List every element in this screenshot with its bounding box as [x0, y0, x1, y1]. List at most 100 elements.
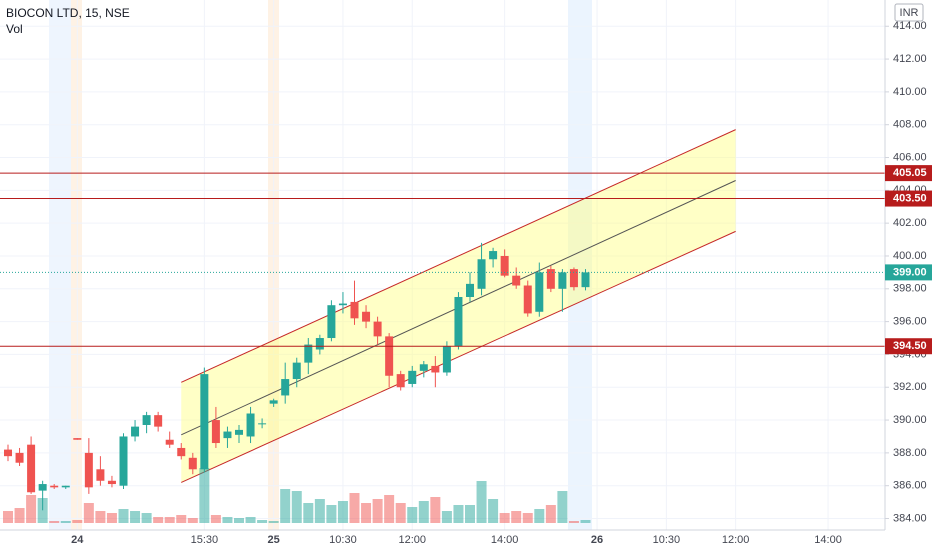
volume-bar — [476, 481, 487, 523]
volume-bar — [418, 501, 429, 523]
x-tick-label: 10:30 — [329, 534, 357, 546]
candle-body — [4, 449, 12, 457]
volume-bar — [153, 517, 164, 523]
volume-bar — [522, 513, 533, 523]
candle-body — [281, 379, 290, 396]
candle-body — [119, 436, 128, 486]
volume-bar — [95, 511, 106, 523]
volume-bar — [384, 495, 395, 523]
volume-bar — [326, 505, 337, 523]
y-tick-label: 412.00 — [893, 53, 927, 65]
volume-bar — [430, 497, 441, 523]
volume-bar — [257, 520, 268, 523]
y-tick-label: 414.00 — [893, 20, 927, 32]
volume-bar — [580, 520, 591, 523]
y-tick-label: 388.00 — [893, 447, 927, 459]
volume-bar — [3, 511, 13, 523]
session-highlight — [71, 0, 82, 530]
candle-body — [315, 338, 324, 350]
candle-body — [84, 452, 93, 488]
volume-bar — [141, 513, 152, 523]
y-tick-label: 386.00 — [893, 480, 927, 492]
candle-body — [396, 374, 405, 388]
x-tick-label: 12:00 — [398, 534, 426, 546]
y-tick-label: 402.00 — [893, 217, 927, 229]
price-tag-label: 403.50 — [893, 192, 927, 204]
price-tag-label: 399.00 — [893, 266, 927, 278]
session-highlight — [49, 0, 71, 530]
y-tick-label: 396.00 — [893, 316, 927, 328]
candle-body — [188, 457, 197, 470]
price-tag — [885, 190, 932, 207]
volume-bar — [499, 513, 510, 523]
candle-body — [558, 272, 567, 289]
candle-body — [107, 480, 116, 485]
volume-bar — [568, 521, 579, 523]
candle-body — [350, 301, 359, 319]
x-tick-label: 26 — [591, 534, 603, 546]
candle-body — [131, 426, 140, 437]
candle-body — [177, 447, 186, 457]
price-tag-label: 405.05 — [893, 167, 927, 179]
candle-body — [535, 272, 544, 312]
volume-bar — [60, 521, 71, 523]
candle-body — [569, 269, 578, 288]
candle-body — [304, 344, 313, 363]
channel-upper — [181, 129, 736, 383]
volume-bar — [83, 503, 94, 523]
currency-button[interactable] — [894, 3, 924, 22]
candle-body — [38, 484, 47, 491]
volume-bar — [222, 517, 233, 523]
x-tick-label: 25 — [268, 534, 280, 546]
chart-title: BIOCON LTD, 15, NSE — [6, 6, 130, 20]
x-tick-label: 24 — [71, 534, 84, 546]
x-tick-label: 12:00 — [722, 534, 750, 546]
y-tick-label: 390.00 — [893, 414, 927, 426]
volume-bar — [130, 511, 141, 523]
candle-body — [50, 485, 59, 488]
candle-body — [489, 251, 498, 260]
candle-body — [419, 364, 428, 371]
volume-bar — [465, 505, 475, 523]
volume-bar — [49, 521, 60, 523]
y-tick-label: 398.00 — [893, 283, 927, 295]
volume-bar — [176, 515, 187, 523]
volume-bar — [314, 499, 325, 523]
channel-lower — [181, 230, 736, 483]
price-tag-label: 394.50 — [893, 340, 927, 352]
candle-body — [142, 415, 151, 425]
volume-bar — [187, 518, 198, 523]
volume-bar — [557, 491, 568, 523]
volume-bar — [26, 495, 37, 523]
volume-bar — [407, 507, 418, 523]
candle-body — [235, 429, 243, 435]
price-tags: 405.05 403.50 394.50 399.00 — [885, 165, 932, 355]
volume-bar — [534, 509, 545, 523]
y-tick-label: 392.00 — [893, 381, 927, 393]
currency-label[interactable]: INR — [900, 7, 919, 19]
candle-body — [61, 485, 70, 488]
grid — [0, 0, 885, 530]
volume-bar — [199, 468, 210, 523]
candle-body — [258, 423, 267, 425]
candle-body — [338, 303, 347, 306]
volume-bar — [268, 521, 279, 523]
candle-body — [15, 452, 24, 463]
candle-body — [73, 438, 82, 440]
volume-bar — [303, 503, 314, 523]
candle-body — [223, 431, 232, 439]
y-tick-label: 400.00 — [893, 250, 927, 262]
candle-body — [512, 275, 521, 286]
volume-bar — [453, 505, 464, 523]
price-tag — [885, 264, 932, 281]
volume-bar — [337, 501, 348, 523]
candle-body — [96, 469, 105, 481]
volume-bar — [234, 518, 244, 523]
volume-bar — [280, 489, 291, 523]
candle-body — [362, 311, 371, 322]
candle-body — [165, 439, 174, 445]
y-tick-label: 408.00 — [893, 119, 927, 131]
price-tag — [885, 338, 932, 355]
candle-body — [246, 413, 255, 437]
